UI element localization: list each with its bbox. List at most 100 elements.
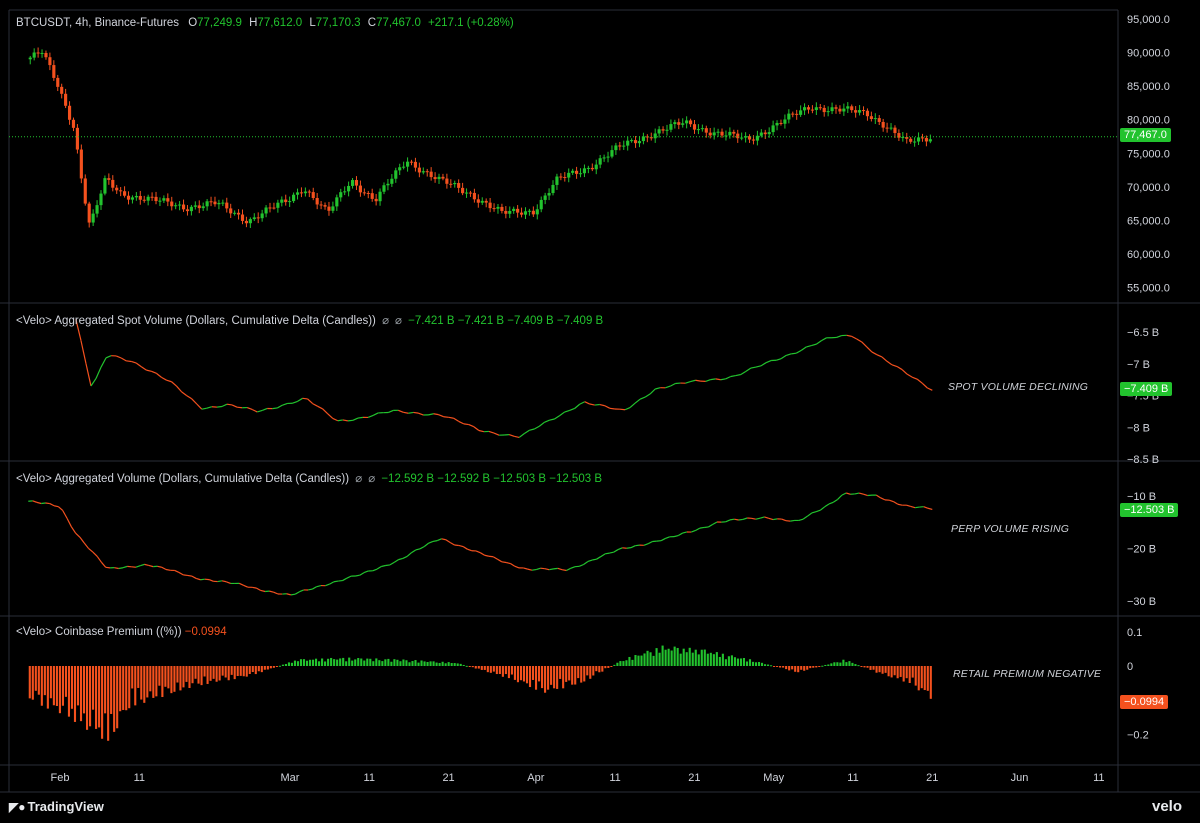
premium-bar: [498, 666, 501, 675]
spot-segment: [100, 357, 107, 368]
price-candle: [390, 178, 394, 184]
premium-bar: [423, 661, 426, 666]
perp-volume-pane[interactable]: −10 B −20 B −30 B: [28, 491, 1156, 608]
price-candle: [64, 93, 68, 106]
price-candle: [838, 108, 842, 112]
premium-bar: [773, 666, 776, 667]
premium-bar: [806, 666, 809, 670]
perp-segment: [406, 552, 412, 557]
spot-segment: [226, 403, 233, 406]
premium-bar: [315, 658, 318, 666]
perp-segment: [437, 538, 442, 542]
spot-segment: [685, 381, 691, 384]
premium-bar: [914, 666, 917, 686]
price-pane[interactable]: 95,000.0 90,000.0 85,000.0 80,000.0 75,000.0…: [9, 14, 1170, 295]
price-candle: [677, 122, 681, 125]
spot-segment: [791, 352, 797, 355]
premium-bar: [724, 659, 727, 666]
spot-volume-pane[interactable]: −6.5 B−7 B−7.5 B−8 B−8.5 B: [75, 319, 1159, 466]
spot-segment: [75, 319, 82, 341]
perp-segment: [135, 565, 141, 568]
price-candle: [480, 200, 484, 203]
spot-segment: [876, 354, 883, 358]
visibility-icon[interactable]: ⌀: [355, 473, 363, 485]
premium-bar: [158, 666, 161, 686]
perp-segment: [492, 556, 498, 560]
spot-segment: [322, 408, 329, 415]
price-candle: [217, 202, 221, 205]
coinbase-premium-pane[interactable]: 0.1 0 −0.2: [28, 627, 1149, 742]
premium-bar: [760, 662, 764, 666]
perp-segment: [807, 512, 813, 517]
premium-bar: [486, 666, 489, 673]
premium-bar: [531, 666, 535, 680]
premium-bar: [37, 666, 40, 695]
price-candle: [787, 113, 791, 120]
premium-bar: [311, 659, 315, 666]
premium-bar: [700, 649, 703, 666]
settings-icon[interactable]: ⌀: [395, 315, 402, 327]
spot-value: −7.421 B: [457, 315, 505, 327]
price-candle: [700, 128, 704, 130]
price-badge: 77,467.0: [1120, 128, 1171, 142]
spot-segment: [811, 343, 817, 347]
premium-bar: [375, 658, 378, 666]
spot-segment: [760, 362, 767, 367]
premium-bar: [227, 666, 230, 681]
perp-segment: [505, 561, 511, 565]
perp-segment: [630, 545, 636, 549]
premium-bar: [923, 666, 926, 691]
premium-bar: [471, 666, 474, 668]
price-candle: [56, 77, 60, 87]
price-candle: [303, 191, 307, 194]
premium-bar: [703, 649, 706, 666]
perp-segment: [927, 507, 933, 510]
premium-bar: [354, 659, 357, 666]
perp-segment: [609, 551, 614, 554]
perp-segment: [647, 540, 653, 545]
premium-bar: [592, 666, 595, 676]
premium-bar: [143, 666, 146, 703]
perp-segment: [893, 501, 899, 505]
settings-icon[interactable]: ⌀: [368, 473, 376, 485]
spot-segment: [534, 425, 540, 430]
spot-segment: [146, 369, 152, 372]
perp-segment: [144, 563, 149, 566]
premium-axis-tick: −0.2: [1127, 729, 1149, 741]
price-candle: [95, 205, 99, 214]
visibility-icon[interactable]: ⌀: [382, 315, 390, 327]
spot-segment: [443, 416, 449, 418]
price-candle: [606, 156, 610, 158]
price-candle: [79, 149, 83, 179]
perp-segment: [832, 498, 838, 503]
price-candle: [299, 192, 304, 194]
premium-bar: [908, 666, 911, 684]
premium-bar: [218, 666, 221, 681]
x-axis-tick: 11: [609, 772, 620, 784]
price-candle: [402, 166, 406, 168]
spot-segment: [881, 356, 888, 362]
premium-bar: [589, 666, 592, 679]
price-candle: [858, 110, 862, 113]
premium-bar: [191, 666, 194, 684]
tradingview-logo[interactable]: ◤● TradingView: [9, 799, 104, 814]
spot-segment: [458, 420, 465, 425]
price-candle: [146, 196, 150, 201]
price-candle: [519, 212, 524, 215]
price-candle: [276, 202, 280, 208]
price-candle: [771, 125, 775, 133]
perp-segment: [238, 582, 244, 586]
price-candle: [602, 157, 606, 159]
spot-segment: [916, 378, 923, 384]
price-candle: [126, 195, 131, 200]
price-candle: [728, 131, 732, 136]
price-candle: [370, 193, 374, 199]
spot-legend: <Velo> Aggregated Spot Volume (Dollars, …: [16, 313, 603, 327]
premium-bar: [221, 666, 224, 676]
perp-segment: [734, 518, 739, 521]
perp-segment: [398, 557, 403, 561]
premium-bar: [119, 666, 122, 712]
price-candle: [775, 122, 779, 126]
premium-bar: [706, 653, 709, 666]
